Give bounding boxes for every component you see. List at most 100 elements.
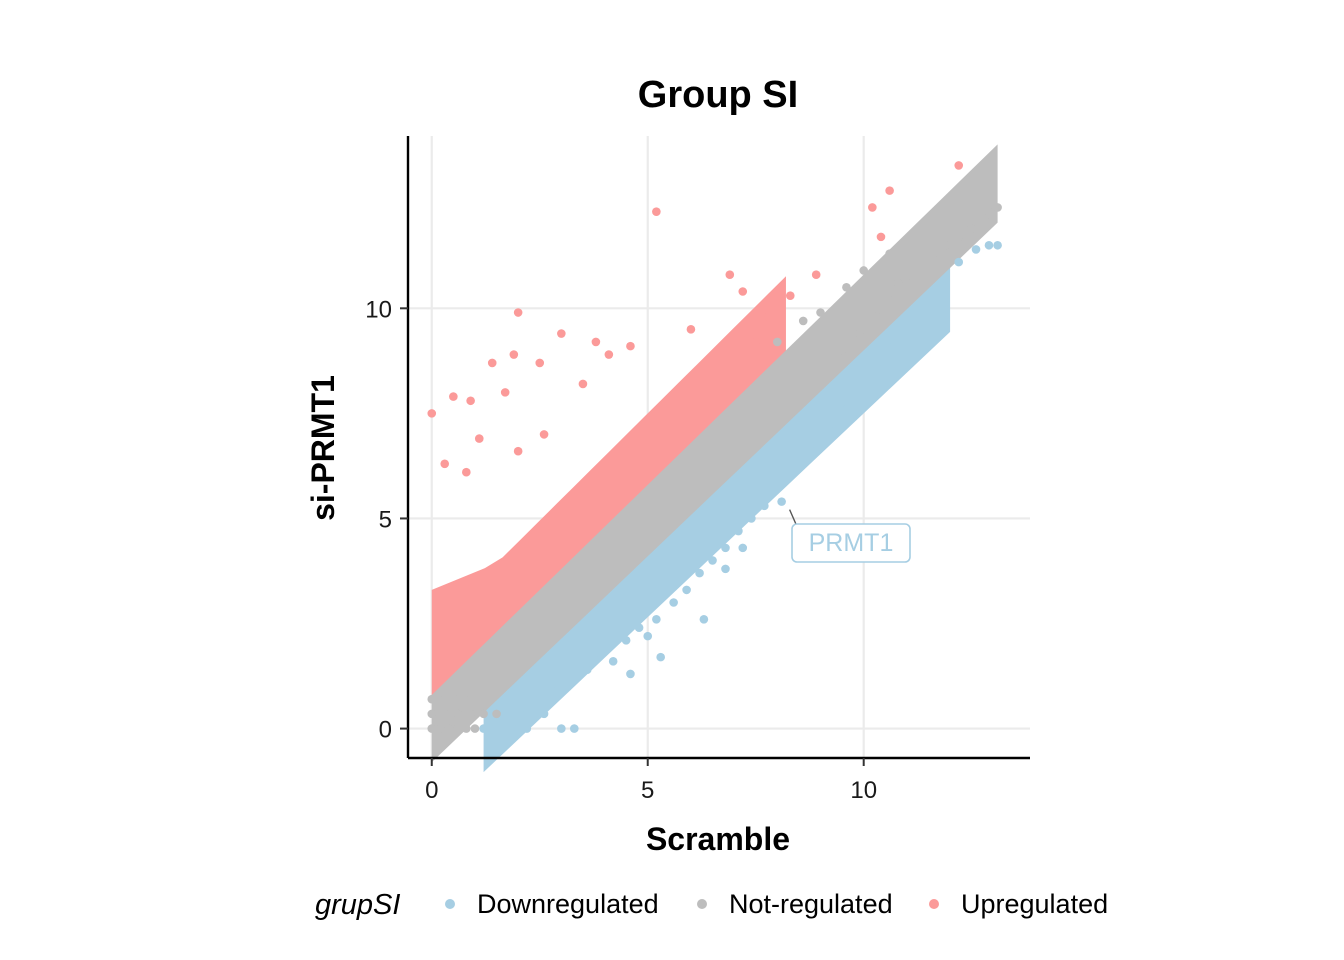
- point-downregulated: [889, 341, 899, 351]
- point-not-regulated: [453, 694, 462, 704]
- point-downregulated: [855, 383, 864, 393]
- point-upregulated: [868, 203, 877, 212]
- point-not-regulated: [436, 724, 445, 733]
- point-downregulated: [721, 543, 730, 553]
- point-downregulated: [652, 615, 661, 624]
- point-downregulated: [565, 678, 575, 687]
- point-upregulated: [578, 379, 588, 389]
- point-downregulated: [656, 652, 665, 662]
- chart-title: Group SI: [638, 74, 798, 116]
- annotation-layer: PRMT1: [788, 509, 911, 563]
- point-downregulated: [535, 694, 545, 704]
- point-not-regulated: [941, 240, 951, 250]
- point-downregulated: [833, 396, 843, 406]
- x-axis-title: Scramble: [646, 821, 790, 857]
- x-tick-label: 10: [850, 777, 877, 804]
- point-upregulated: [427, 409, 437, 418]
- point-not-regulated: [893, 278, 903, 288]
- point-not-regulated: [440, 694, 450, 704]
- point-downregulated: [954, 257, 964, 267]
- point-upregulated: [885, 186, 894, 195]
- y-tick-label: 5: [379, 506, 392, 533]
- point-upregulated: [954, 161, 964, 170]
- point-not-regulated: [816, 308, 825, 317]
- point-not-regulated: [954, 232, 964, 242]
- point-downregulated: [505, 724, 514, 733]
- point-downregulated: [487, 724, 497, 733]
- point-upregulated: [513, 308, 523, 317]
- point-downregulated: [777, 497, 786, 506]
- y-tick-label: 0: [379, 717, 392, 744]
- x-tick-label: 0: [425, 777, 438, 804]
- point-not-regulated: [427, 724, 437, 733]
- point-upregulated: [686, 325, 696, 334]
- axes: 0 5 10 0 5 10: [365, 136, 1030, 804]
- point-not-regulated: [980, 215, 989, 225]
- legend-label-downregulated: Downregulated: [477, 889, 659, 919]
- point-downregulated: [919, 299, 929, 309]
- legend-label-upregulated: Upregulated: [961, 889, 1108, 919]
- data-points: [427, 161, 1002, 733]
- point-not-regulated: [440, 709, 450, 719]
- point-upregulated: [474, 434, 484, 443]
- point-not-regulated: [453, 724, 462, 733]
- point-downregulated: [902, 320, 912, 330]
- point-downregulated: [872, 362, 881, 372]
- point-downregulated: [760, 501, 769, 511]
- point-downregulated: [518, 694, 527, 704]
- point-downregulated: [794, 463, 804, 473]
- legend: grupSI Downregulated Not-regulated Upreg…: [315, 889, 1108, 921]
- legend-key-downregulated: [445, 899, 455, 909]
- annotation-label: PRMT1: [809, 529, 894, 557]
- point-downregulated: [582, 665, 592, 675]
- point-downregulated: [509, 709, 519, 719]
- point-not-regulated: [466, 709, 475, 719]
- point-upregulated: [557, 329, 566, 338]
- point-upregulated: [487, 358, 497, 368]
- y-axis-title: si-PRMT1: [305, 375, 341, 521]
- point-upregulated: [652, 207, 661, 216]
- point-upregulated: [462, 467, 471, 477]
- point-downregulated: [721, 564, 730, 574]
- point-downregulated: [595, 648, 605, 658]
- point-downregulated: [695, 568, 704, 578]
- point-not-regulated: [915, 266, 925, 275]
- point-downregulated: [626, 669, 635, 679]
- point-not-regulated: [462, 724, 471, 733]
- point-not-regulated: [427, 694, 437, 704]
- point-not-regulated: [842, 282, 851, 292]
- point-upregulated: [535, 358, 545, 368]
- point-not-regulated: [492, 709, 501, 719]
- point-not-regulated: [967, 224, 976, 233]
- legend-key-not-regulated: [697, 899, 707, 909]
- point-not-regulated: [466, 694, 475, 704]
- point-not-regulated: [453, 709, 462, 719]
- point-not-regulated: [855, 329, 864, 338]
- point-not-regulated: [885, 249, 894, 258]
- point-downregulated: [842, 404, 851, 414]
- point-upregulated: [500, 388, 510, 397]
- point-not-regulated: [427, 709, 437, 719]
- point-downregulated: [738, 543, 748, 553]
- point-downregulated: [552, 686, 562, 696]
- point-upregulated: [604, 350, 614, 359]
- point-downregulated: [608, 657, 618, 666]
- point-upregulated: [785, 291, 795, 301]
- point-downregulated: [479, 724, 488, 733]
- point-not-regulated: [984, 207, 994, 216]
- point-downregulated: [643, 631, 653, 641]
- point-downregulated: [496, 724, 506, 733]
- point-downregulated: [971, 245, 981, 254]
- point-upregulated: [811, 270, 821, 279]
- point-not-regulated: [798, 316, 808, 326]
- point-upregulated: [539, 430, 549, 439]
- point-downregulated: [993, 240, 1002, 250]
- point-not-regulated: [859, 266, 869, 275]
- point-cloud: [431, 144, 998, 773]
- point-downregulated: [522, 724, 532, 733]
- point-downregulated: [522, 709, 532, 719]
- point-upregulated: [876, 232, 886, 242]
- legend-label-not-regulated: Not-regulated: [729, 889, 893, 919]
- point-downregulated: [699, 615, 709, 624]
